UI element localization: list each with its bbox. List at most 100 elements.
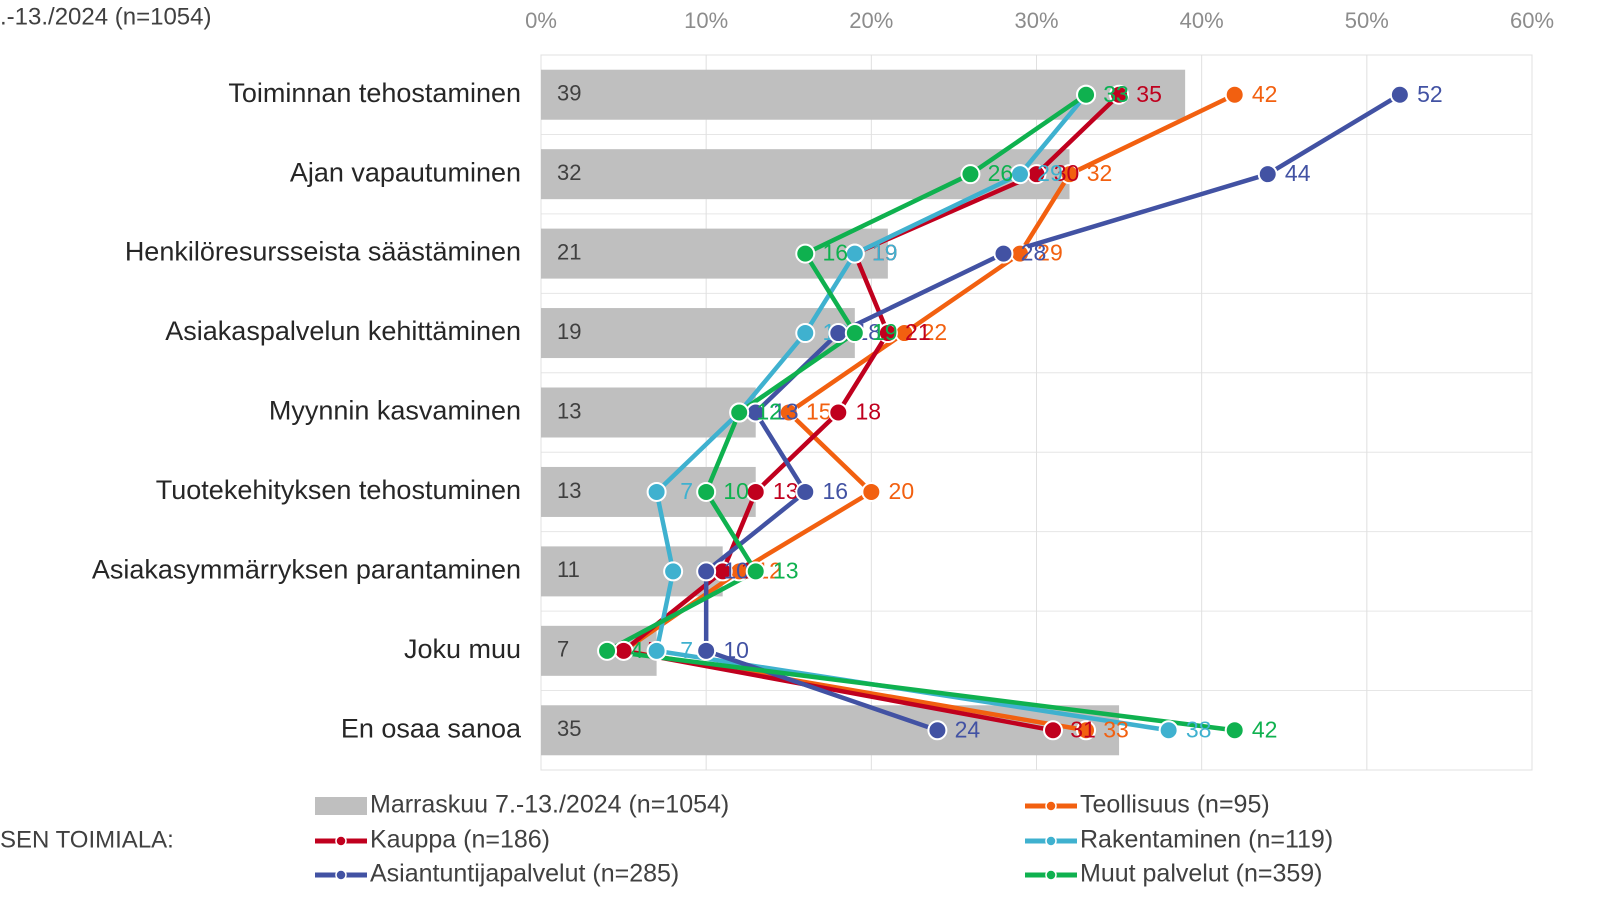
category-label: Henkilöresursseista säästäminen xyxy=(125,237,521,267)
series-marker xyxy=(745,561,766,582)
data-label: 31 xyxy=(1070,716,1096,742)
category-label: Asiakasymmärryksen parantaminen xyxy=(92,555,521,585)
series-marker xyxy=(877,323,898,344)
bar xyxy=(541,228,888,279)
category-label: En osaa sanoa xyxy=(341,713,522,743)
category-label: Toiminnan tehostaminen xyxy=(228,78,521,108)
data-label: 35 xyxy=(1136,81,1162,107)
legend-swatch xyxy=(335,835,347,847)
bar-value-label: 39 xyxy=(557,81,581,106)
legend-title: SEN TOIMIALA: xyxy=(0,826,174,853)
bar-value-label: 19 xyxy=(557,319,581,344)
category-label: Joku muu xyxy=(404,634,521,664)
legend-swatch xyxy=(335,869,347,881)
data-label: 19 xyxy=(872,240,898,266)
data-label: 19 xyxy=(872,319,898,345)
data-label: 16 xyxy=(822,240,848,266)
data-label: 13 xyxy=(773,557,799,583)
legend-label: Asiantuntijapalvelut (n=285) xyxy=(370,860,679,888)
data-label: 7 xyxy=(680,478,693,504)
series-marker xyxy=(1109,84,1130,105)
data-label: 10 xyxy=(723,637,749,663)
series-marker xyxy=(828,323,849,344)
series-marker xyxy=(1076,720,1097,741)
category-label: Ajan vapautuminen xyxy=(290,157,521,187)
series-marker xyxy=(1257,164,1278,185)
series-marker xyxy=(861,481,882,502)
bar-value-label: 7 xyxy=(557,637,569,662)
series-marker xyxy=(795,481,816,502)
data-label: 4 xyxy=(631,637,644,663)
legend-label: Rakentaminen (n=119) xyxy=(1080,826,1333,854)
series-marker xyxy=(729,402,750,423)
data-label: 10 xyxy=(723,557,749,583)
legend-label: Marraskuu 7.-13./2024 (n=1054) xyxy=(370,791,729,819)
series-marker xyxy=(1224,720,1245,741)
series-marker xyxy=(960,164,981,185)
data-label: 30 xyxy=(1054,160,1080,186)
series-marker xyxy=(745,481,766,502)
x-tick-label: 40% xyxy=(1180,8,1224,33)
series-marker xyxy=(646,481,667,502)
series-marker xyxy=(1059,164,1080,185)
bar-value-label: 32 xyxy=(557,160,581,185)
data-label: 12 xyxy=(756,399,782,425)
bar-value-label: 11 xyxy=(557,557,580,582)
data-label: 52 xyxy=(1417,81,1443,107)
series-marker xyxy=(696,640,717,661)
series-marker xyxy=(927,720,948,741)
chart-title: .-13./2024 (n=1054) xyxy=(0,3,212,30)
data-label: 16 xyxy=(822,478,848,504)
data-label: 7 xyxy=(680,637,693,663)
series-marker xyxy=(828,402,849,423)
series-marker xyxy=(795,323,816,344)
data-label: 24 xyxy=(955,716,981,742)
legend-label: Kauppa (n=186) xyxy=(370,826,550,854)
series-marker xyxy=(1043,720,1064,741)
bar-value-label: 35 xyxy=(557,716,581,741)
data-label: 22 xyxy=(922,319,948,345)
data-label: 29 xyxy=(1037,240,1063,266)
legend-label: Teollisuus (n=95) xyxy=(1080,791,1270,819)
data-label: 26 xyxy=(988,160,1014,186)
data-label: 10 xyxy=(723,478,749,504)
data-label: 20 xyxy=(889,478,915,504)
category-label: Asiakaspalvelun kehittäminen xyxy=(165,316,521,346)
data-label: 38 xyxy=(1186,716,1212,742)
x-tick-label: 20% xyxy=(849,8,893,33)
bar xyxy=(541,705,1120,756)
x-tick-label: 10% xyxy=(684,8,728,33)
series-marker xyxy=(1224,84,1245,105)
data-label: 42 xyxy=(1252,81,1278,107)
bar-value-label: 13 xyxy=(557,478,581,503)
bar xyxy=(541,546,723,597)
data-label: 42 xyxy=(1252,716,1278,742)
data-label: 29 xyxy=(1037,160,1063,186)
data-label: 21 xyxy=(905,319,931,345)
data-label: 19 xyxy=(872,240,898,266)
series-marker xyxy=(844,243,865,264)
data-label: 18 xyxy=(856,399,882,425)
data-label: 44 xyxy=(1285,160,1311,186)
bar-value-label: 21 xyxy=(557,239,581,264)
series-marker xyxy=(993,243,1014,264)
series-marker xyxy=(696,481,717,502)
data-label: 33 xyxy=(1103,81,1129,107)
x-tick-label: 60% xyxy=(1510,8,1554,33)
data-label: 13 xyxy=(773,399,799,425)
data-label: 32 xyxy=(1087,160,1113,186)
legend-swatch xyxy=(315,797,367,815)
legend-swatch xyxy=(1045,835,1057,847)
data-label: 33 xyxy=(1103,81,1129,107)
data-label: 15 xyxy=(806,399,832,425)
data-label: 28 xyxy=(1021,240,1047,266)
data-label: 33 xyxy=(1103,716,1129,742)
series-marker xyxy=(1076,84,1097,105)
legend-swatch xyxy=(1045,869,1057,881)
series-marker xyxy=(1158,720,1179,741)
series-marker xyxy=(1389,84,1410,105)
series-marker xyxy=(696,561,717,582)
x-tick-label: 50% xyxy=(1345,8,1389,33)
